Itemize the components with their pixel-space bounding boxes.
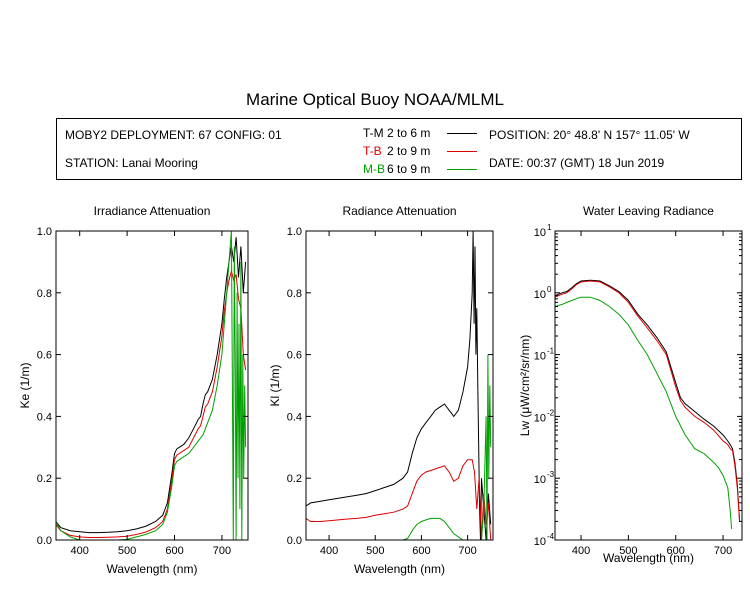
page-title: Marine Optical Buoy NOAA/MLML <box>246 90 504 109</box>
x-tick-label: 500 <box>118 545 136 557</box>
chart-title: Irradiance Attenuation <box>94 204 211 218</box>
y-tick-exponent: -3 <box>547 470 555 479</box>
plot-frame <box>305 230 494 541</box>
y-tick-exponent: -1 <box>547 347 555 356</box>
y-axis-label: Lw (μW/cm²/sr/nm) <box>518 335 532 437</box>
legend-swatch-t-m <box>447 133 477 134</box>
y-tick-label: 10 <box>534 289 546 301</box>
legend-code: M-B <box>363 162 385 176</box>
series-line-t-b <box>56 269 247 538</box>
legend-range: 2 to 6 m <box>387 126 431 140</box>
y-tick-label: 0.0 <box>37 535 52 547</box>
legend-item-t-b: T-B 2 to 9 m <box>363 144 441 160</box>
y-tick-label: 10 <box>534 351 546 363</box>
y-tick-label: 10 <box>534 227 546 239</box>
legend-swatch-m-b <box>447 169 477 170</box>
legend-code: T-M <box>363 126 384 140</box>
y-tick-label: 10 <box>534 412 546 424</box>
x-tick-label: 700 <box>714 545 732 557</box>
series-line-t-b <box>306 459 492 540</box>
x-tick-label: 400 <box>572 545 590 557</box>
legend-range: 6 to 9 m <box>387 162 431 176</box>
y-tick-label: 10 <box>534 474 546 486</box>
series-line-t-m <box>56 237 247 534</box>
legend-code: T-B <box>363 144 382 158</box>
y-tick-label: 0.8 <box>287 288 302 300</box>
series-line-t-m <box>306 231 492 540</box>
position-text: POSITION: 20° 48.8' N 157° 11.05' W <box>489 128 690 142</box>
y-axis-label: Kl (1/m) <box>268 364 282 406</box>
series-line-m-b <box>555 296 733 530</box>
legend-item-t-m: T-M 2 to 6 m <box>363 126 441 142</box>
x-axis-label: Wavelength (nm) <box>107 562 198 576</box>
series-line-m-b <box>56 231 247 540</box>
y-axis-label: Ke (1/m) <box>18 362 32 408</box>
x-tick-label: 700 <box>213 545 231 557</box>
y-tick-label: 1.0 <box>37 226 52 238</box>
x-tick-label: 600 <box>165 545 183 557</box>
y-tick-exponent: -2 <box>547 408 555 417</box>
y-tick-exponent: -4 <box>547 532 555 541</box>
series-line-t-b <box>555 280 741 522</box>
y-tick-label: 10 <box>534 536 546 548</box>
y-tick-exponent: 1 <box>547 223 552 232</box>
x-tick-label: 700 <box>458 545 476 557</box>
y-tick-label: 0.2 <box>37 473 52 485</box>
y-tick-label: 0.6 <box>37 350 52 362</box>
series-line-m-b <box>306 354 492 540</box>
x-tick-label: 500 <box>366 545 384 557</box>
x-tick-label: 500 <box>619 545 637 557</box>
x-tick-label: 400 <box>71 545 89 557</box>
date-text: DATE: 00:37 (GMT) 18 Jun 2019 <box>489 156 665 170</box>
chart-title: Radiance Attenuation <box>342 204 456 218</box>
plot-frame <box>55 230 249 541</box>
legend-range: 2 to 9 m <box>387 144 431 158</box>
series-line-t-m <box>555 279 741 522</box>
x-tick-label: 600 <box>667 545 685 557</box>
y-tick-label: 0.0 <box>287 535 302 547</box>
y-tick-label: 0.2 <box>287 473 302 485</box>
chart-panel-1: 400 500 600 700 0.0 0.2 0.4 0.6 0.8 1.0 Irradiance… <box>18 204 249 576</box>
x-tick-label: 600 <box>412 545 430 557</box>
deployment-text: MOBY2 DEPLOYMENT: 67 CONFIG: 01 <box>65 128 282 142</box>
plot-frame <box>554 230 743 541</box>
station-text: STATION: Lanai Mooring <box>65 156 198 170</box>
x-tick-label: 400 <box>320 545 338 557</box>
x-axis-label: Wavelength (nm) <box>354 562 445 576</box>
y-tick-label: 0.4 <box>287 411 302 423</box>
y-tick-label: 0.8 <box>37 288 52 300</box>
chart-title: Water Leaving Radiance <box>583 204 714 218</box>
y-tick-label: 1.0 <box>287 226 302 238</box>
x-axis-label: Wavelength (nm) <box>603 551 694 565</box>
legend-swatch-t-b <box>447 151 477 152</box>
info-box: MOBY2 DEPLOYMENT: 67 CONFIG: 01 STATION:… <box>56 118 742 180</box>
chart-panel-2: 400 500 600 700 0.0 0.2 0.4 0.6 0.8 1.0 Radiance A… <box>268 204 494 576</box>
y-tick-label: 0.4 <box>37 411 52 423</box>
y-tick-exponent: 0 <box>547 285 552 294</box>
y-tick-label: 0.6 <box>287 350 302 362</box>
legend-item-m-b: M-B 6 to 9 m <box>363 162 441 178</box>
